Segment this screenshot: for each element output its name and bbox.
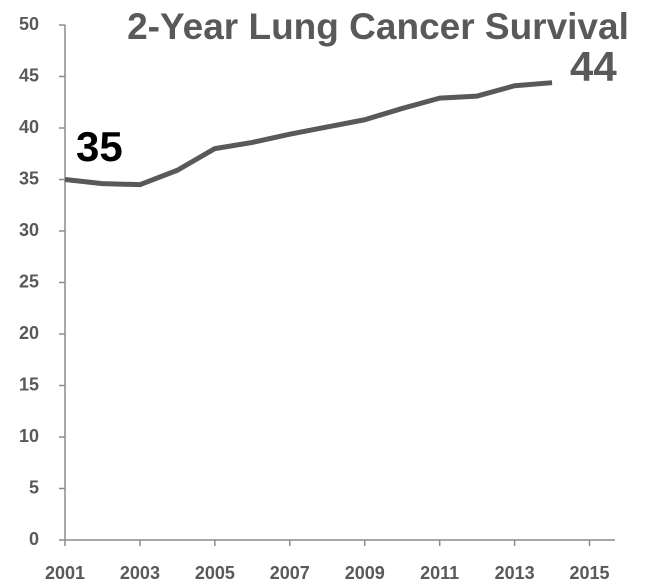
y-tick-label: 30 <box>19 220 39 240</box>
y-tick-label: 20 <box>19 323 39 343</box>
y-tick-label: 10 <box>19 426 39 446</box>
y-tick-label: 5 <box>29 477 39 497</box>
x-tick-label: 2005 <box>195 563 235 583</box>
y-tick-label: 35 <box>19 168 39 188</box>
chart-title: 2-Year Lung Cancer Survival <box>127 6 629 47</box>
x-tick-label: 2007 <box>270 563 310 583</box>
y-tick-label: 0 <box>29 529 39 549</box>
y-tick-label: 25 <box>19 271 39 291</box>
annotation: 44 <box>570 43 617 90</box>
y-tick-label: 15 <box>19 374 39 394</box>
annotation: 35 <box>76 123 123 170</box>
x-tick-label: 2011 <box>420 563 459 583</box>
line <box>64 80 553 188</box>
y-tick-label: 45 <box>19 65 39 85</box>
x-tick-label: 2015 <box>570 563 610 583</box>
x-tick-label: 2009 <box>345 563 385 583</box>
x-tick-label: 2001 <box>45 563 85 583</box>
x-tick-label: 2003 <box>120 563 160 583</box>
y-tick-label: 40 <box>19 117 39 137</box>
x-tick-label: 2013 <box>495 563 535 583</box>
y-tick-label: 50 <box>19 14 39 34</box>
